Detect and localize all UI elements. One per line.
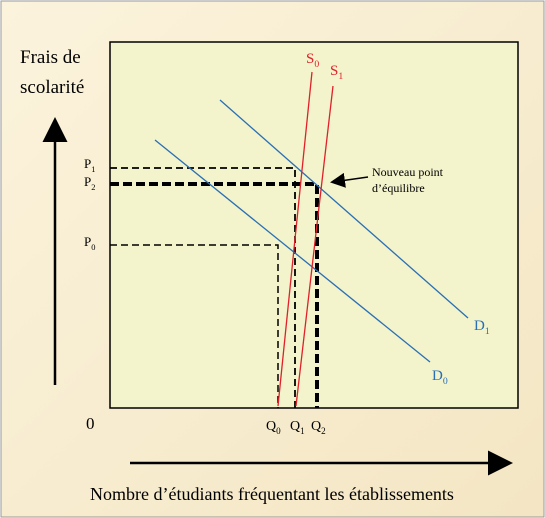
guides <box>110 167 319 408</box>
x-label: Nombre d’étudiants fréquentant les établ… <box>90 484 454 504</box>
label: D0 <box>432 368 448 387</box>
label-main: Q <box>290 419 300 434</box>
y-label: scolarité <box>20 77 84 98</box>
annotation: Nouveau point <box>372 165 444 179</box>
label-main: D <box>432 368 443 384</box>
label: P0 <box>84 234 95 252</box>
annotation: d’équilibre <box>372 181 425 195</box>
label-sub: 1 <box>338 71 343 82</box>
s0-curve <box>277 71 313 407</box>
p1-guide <box>110 167 296 408</box>
label-sub: 1 <box>91 164 95 174</box>
label: P1 <box>84 156 95 174</box>
label-sub: 1 <box>300 426 305 436</box>
label: Q0 <box>266 419 281 436</box>
label-sub: 0 <box>443 376 448 387</box>
plot-area <box>109 41 519 409</box>
label-main: S <box>330 63 338 79</box>
label: D1 <box>474 318 490 337</box>
s1-curve <box>295 85 334 407</box>
label-sub: 2 <box>91 182 95 192</box>
label-main: P <box>84 234 91 249</box>
label-sub: 0 <box>314 59 319 70</box>
label-main: D <box>474 318 485 334</box>
label-sub: 1 <box>485 326 490 337</box>
label-main: S <box>306 51 314 67</box>
p2-guide <box>110 182 319 408</box>
label-sub: 0 <box>276 426 281 436</box>
label: S1 <box>330 63 343 82</box>
label: Q2 <box>311 419 326 436</box>
y-label: Frais de <box>20 47 81 68</box>
annotation-arrow <box>330 172 369 188</box>
label: Q1 <box>290 419 305 436</box>
label-main: P <box>84 174 91 189</box>
label: P2 <box>84 174 95 192</box>
p0-guide <box>110 244 279 408</box>
d0-curve <box>154 139 431 363</box>
label: S0 <box>306 51 319 70</box>
origin: 0 <box>86 414 95 433</box>
label-main: Q <box>266 419 276 434</box>
d1-curve <box>219 99 469 319</box>
label-main: P <box>84 156 91 171</box>
label-main: Q <box>311 419 321 434</box>
label-sub: 0 <box>91 242 95 252</box>
label-sub: 2 <box>321 426 326 436</box>
